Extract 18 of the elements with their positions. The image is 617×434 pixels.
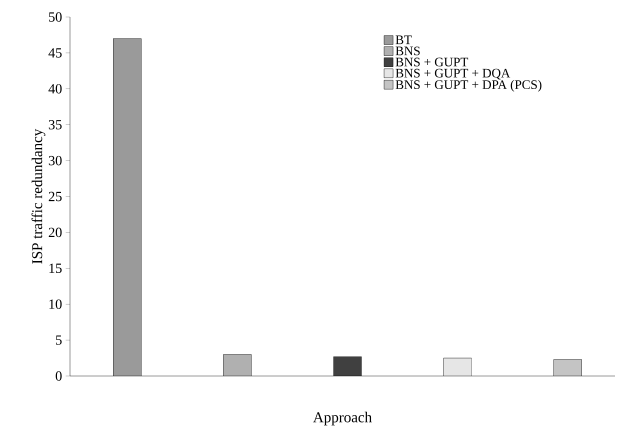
y-tick-label: 0 xyxy=(56,371,62,381)
y-tick-label: 40 xyxy=(48,84,62,94)
y-tick-label: 30 xyxy=(48,156,62,166)
y-tick-label: 50 xyxy=(49,12,62,22)
y-tick-label: 45 xyxy=(48,48,62,58)
legend-label: BNS + GUPT + DQA xyxy=(396,68,510,80)
y-tick-label: 25 xyxy=(48,192,62,202)
legend-label: BNS xyxy=(396,46,420,56)
y-tick-label: 10 xyxy=(49,299,62,309)
y-tick-label: 20 xyxy=(48,228,62,238)
legend-label: BNS + GUPT xyxy=(396,58,468,66)
y-tick-label: 15 xyxy=(49,264,62,273)
legend-label: BNS + GUPT + DPA (PCS) xyxy=(396,80,542,92)
x-axis-title: Approach xyxy=(313,412,372,426)
y-axis-title: ISP traffic redundancy xyxy=(32,128,46,264)
y-tick-label: 5 xyxy=(56,335,62,345)
y-tick-label: 35 xyxy=(48,120,62,130)
legend-label: BT xyxy=(396,36,412,44)
